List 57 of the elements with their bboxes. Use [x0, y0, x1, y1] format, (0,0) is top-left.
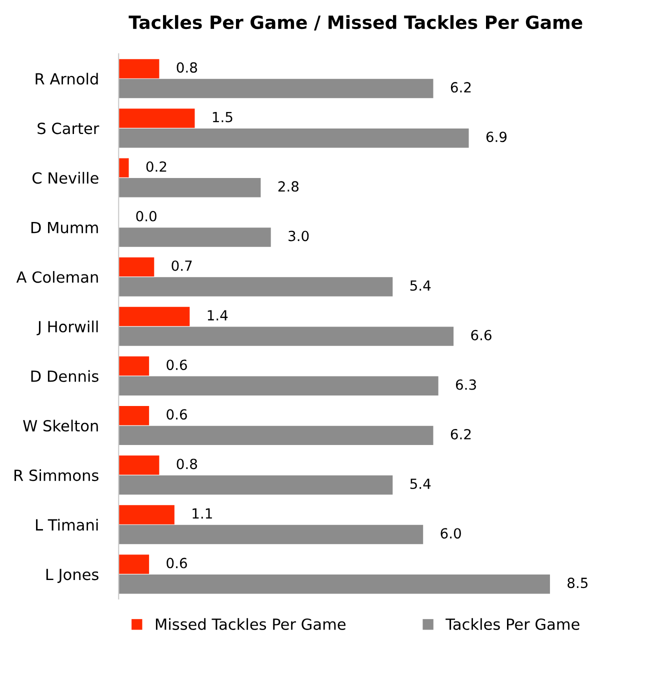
- bar: [118, 128, 469, 148]
- bar: [118, 228, 271, 247]
- bar: [118, 574, 550, 594]
- bar: [118, 456, 160, 475]
- bar: [118, 475, 393, 495]
- data-label: 0.8: [176, 62, 198, 73]
- bar: [118, 59, 160, 78]
- y-tick-label: J Horwill: [36, 320, 98, 336]
- data-label: 1.4: [208, 310, 228, 320]
- bar: [118, 78, 434, 98]
- legend-label: Tackles Per Game: [446, 618, 580, 630]
- y-tick-label: R Arnold: [36, 72, 98, 85]
- y-tick-label: S Carter: [38, 122, 100, 134]
- y-tick-label: D Dennis: [31, 370, 98, 382]
- y-tick-label: W Skelton: [23, 420, 98, 432]
- bar: [118, 356, 150, 376]
- data-label: 6.3: [456, 379, 476, 390]
- data-label: 1.1: [192, 508, 212, 519]
- data-label: 5.4: [410, 280, 431, 291]
- bar: [118, 306, 190, 326]
- legend-label: Missed Tackles Per Game: [156, 618, 346, 630]
- data-label: 6.9: [486, 132, 507, 142]
- bar: [118, 158, 129, 178]
- data-label: 0.6: [166, 409, 187, 420]
- bar: [118, 554, 150, 574]
- y-tick-label: L Timani: [36, 518, 98, 531]
- data-label: 5.4: [410, 478, 431, 490]
- data-label: 6.2: [450, 82, 471, 93]
- bar: [118, 376, 438, 396]
- data-label: 6.6: [471, 330, 492, 340]
- chart-title: Tackles Per Game / Missed Tackles Per Game: [128, 15, 582, 31]
- data-label: 0.6: [166, 558, 187, 568]
- bar: [118, 326, 454, 346]
- y-tick-label: L Jones: [46, 568, 98, 584]
- data-label: 0.8: [176, 458, 198, 470]
- data-label: 2.8: [278, 181, 299, 192]
- data-label: 0.2: [146, 161, 166, 172]
- data-label: 6.2: [450, 428, 471, 440]
- y-tick-label: A Coleman: [16, 271, 98, 283]
- bar: [118, 108, 195, 128]
- bar: [118, 426, 434, 446]
- y-tick-label: D Mumm: [31, 222, 98, 234]
- bar: [118, 178, 261, 198]
- bar: [118, 277, 393, 296]
- bar: [118, 257, 154, 277]
- data-label: 1.5: [212, 112, 232, 122]
- data-label: 0.7: [172, 260, 192, 271]
- data-label: 0.0: [136, 210, 156, 222]
- y-tick-label: R Simmons: [14, 469, 98, 482]
- data-label: 0.6: [166, 360, 187, 370]
- bar: [118, 505, 174, 524]
- y-tick-label: C Neville: [32, 172, 98, 184]
- data-label: 6.0: [440, 528, 461, 539]
- bar: [118, 524, 424, 544]
- bar: [118, 406, 150, 426]
- data-label: 3.0: [288, 230, 309, 242]
- data-label: 8.5: [568, 578, 588, 588]
